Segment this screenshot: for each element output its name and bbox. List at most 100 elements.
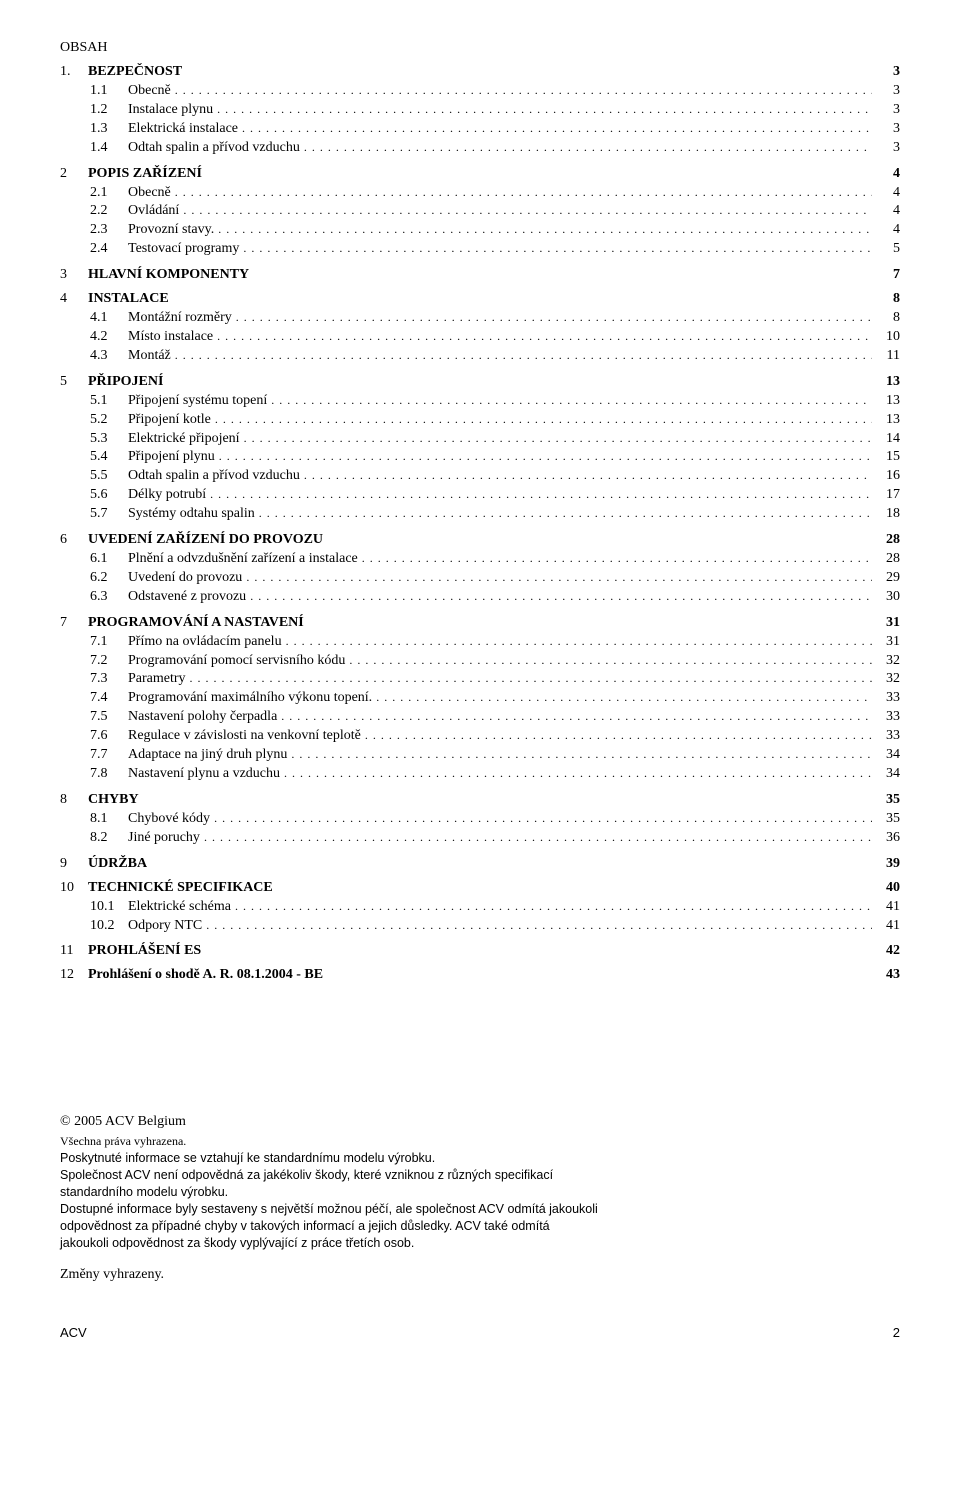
sub-label: Elektrické připojení: [128, 430, 244, 449]
sub-page: 34: [872, 765, 900, 784]
sub-page: 41: [872, 898, 900, 917]
sub-number: 6.1: [60, 550, 128, 569]
leader-dots: . . . . . . . . . . . . . . . . . . . . …: [250, 588, 872, 604]
sub-page: 18: [872, 505, 900, 524]
section-page: 7: [893, 267, 900, 283]
sub-page: 3: [872, 120, 900, 139]
sub-number: 7.3: [60, 670, 128, 689]
sub-label: Přímo na ovládacím panelu: [128, 633, 286, 652]
leader-dots: . . . . . . . . . . . . . . . . . . . . …: [190, 670, 872, 686]
sub-label: Odstavené z provozu: [128, 588, 250, 607]
copyright-body: Poskytnuté informace se vztahují ke stan…: [60, 1150, 600, 1251]
section-page: 40: [886, 880, 900, 896]
section-number: 12: [60, 967, 78, 983]
section-label: BEZPEČNOST: [88, 64, 182, 80]
section-label: HLAVNÍ KOMPONENTY: [88, 267, 249, 283]
section-number: 3: [60, 267, 78, 283]
toc-section-heading: 9ÚDRŽBA39: [60, 856, 900, 872]
leader-dots: . . . . . . . . . . . . . . . . . . . . …: [235, 898, 872, 914]
sub-label: Jiné poruchy: [128, 829, 204, 848]
section-label: PROGRAMOVÁNÍ A NASTAVENÍ: [88, 615, 304, 631]
sub-label: Plnění a odvzdušnění zařízení a instalac…: [128, 550, 362, 569]
sub-label: Chybové kódy: [128, 810, 214, 829]
section-page: 28: [886, 532, 900, 548]
sub-page: 28: [872, 550, 900, 569]
toc-section-heading: 6UVEDENÍ ZAŘÍZENÍ DO PROVOZU28: [60, 532, 900, 548]
sub-number: 4.3: [60, 347, 128, 366]
toc-sub-row: 10.1Elektrické schéma . . . . . . . . . …: [60, 898, 900, 917]
leader-dots: . . . . . . . . . . . . . . . . . . . . …: [244, 430, 872, 446]
sub-number: 1.1: [60, 82, 128, 101]
section-page: 31: [886, 615, 900, 631]
sub-label: Obecně: [128, 184, 175, 203]
sub-page: 30: [872, 588, 900, 607]
sub-number: 5.1: [60, 392, 128, 411]
toc-sub-row: 2.1Obecně . . . . . . . . . . . . . . . …: [60, 184, 900, 203]
sub-label: Systémy odtahu spalin: [128, 505, 259, 524]
copyright-line: Poskytnuté informace se vztahují ke stan…: [60, 1150, 600, 1167]
toc-section-heading: 10TECHNICKÉ SPECIFIKACE40: [60, 880, 900, 896]
sub-page: 5: [872, 240, 900, 259]
leader-dots: . . . . . . . . . . . . . . . . . . . . …: [349, 652, 872, 668]
toc-sub-row: 7.4Programování maximálního výkonu topen…: [60, 689, 900, 708]
sub-number: 7.8: [60, 765, 128, 784]
leader-dots: . . . . . . . . . . . . . . . . . . . . …: [362, 550, 872, 566]
sub-page: 34: [872, 746, 900, 765]
sub-number: 2.4: [60, 240, 128, 259]
sub-label: Adaptace na jiný druh plynu: [128, 746, 291, 765]
section-page: 35: [886, 792, 900, 808]
sub-number: 10.2: [60, 917, 128, 936]
section-number: 1.: [60, 64, 78, 80]
toc-section-heading: 7PROGRAMOVÁNÍ A NASTAVENÍ31: [60, 615, 900, 631]
sub-label: Místo instalace: [128, 328, 217, 347]
section-page: 39: [886, 856, 900, 872]
section-number: 10: [60, 880, 78, 896]
leader-dots: . . . . . . . . . . . . . . . . . . . . …: [304, 139, 872, 155]
leader-dots: . . . . . . . . . . . . . . . . . . . . …: [204, 829, 872, 845]
leader-dots: . . . . . . . . . . . . . . . . . . . . …: [236, 309, 872, 325]
toc-sub-row: 5.3Elektrické připojení . . . . . . . . …: [60, 430, 900, 449]
sub-page: 33: [872, 689, 900, 708]
toc-sub-row: 8.1Chybové kódy . . . . . . . . . . . . …: [60, 810, 900, 829]
sub-label: Elektrické schéma: [128, 898, 235, 917]
sub-number: 5.5: [60, 467, 128, 486]
sub-page: 10: [872, 328, 900, 347]
toc-sub-row: 4.1Montážní rozměry . . . . . . . . . . …: [60, 309, 900, 328]
section-label: POPIS ZAŘÍZENÍ: [88, 166, 202, 182]
leader-dots: . . . . . . . . . . . . . . . . . . . . …: [219, 448, 872, 464]
toc-sub-row: 7.5Nastavení polohy čerpadla . . . . . .…: [60, 708, 900, 727]
toc-section-heading: 12Prohlášení o shodě A. R. 08.1.2004 - B…: [60, 967, 900, 983]
leader-dots: . . . . . . . . . . . . . . . . . . . . …: [175, 82, 872, 98]
toc-sub-row: 5.7Systémy odtahu spalin . . . . . . . .…: [60, 505, 900, 524]
sub-page: 14: [872, 430, 900, 449]
section-number: 6: [60, 532, 78, 548]
toc-sub-row: 2.4Testovací programy . . . . . . . . . …: [60, 240, 900, 259]
sub-number: 7.7: [60, 746, 128, 765]
sub-page: 3: [872, 101, 900, 120]
section-page: 13: [886, 374, 900, 390]
toc-sub-row: 7.3Parametry . . . . . . . . . . . . . .…: [60, 670, 900, 689]
sub-number: 2.3: [60, 221, 128, 240]
sub-page: 13: [872, 411, 900, 430]
toc-sub-row: 1.1Obecně . . . . . . . . . . . . . . . …: [60, 82, 900, 101]
toc-sub-row: 5.2Připojení kotle . . . . . . . . . . .…: [60, 411, 900, 430]
sub-number: 5.6: [60, 486, 128, 505]
sub-number: 1.2: [60, 101, 128, 120]
section-number: 11: [60, 943, 78, 959]
toc-sub-row: 6.2Uvedení do provozu . . . . . . . . . …: [60, 569, 900, 588]
sub-label: Montáž: [128, 347, 175, 366]
toc-section-heading: 5PŘIPOJENÍ13: [60, 374, 900, 390]
toc-sub-row: 5.1Připojení systému topení . . . . . . …: [60, 392, 900, 411]
section-page: 43: [886, 967, 900, 983]
sub-number: 1.4: [60, 139, 128, 158]
leader-dots: . . . . . . . . . . . . . . . . . . . . …: [175, 347, 872, 363]
leader-dots: . . . . . . . . . . . . . . . . . . . . …: [284, 765, 872, 781]
sub-number: 7.4: [60, 689, 128, 708]
sub-page: 13: [872, 392, 900, 411]
section-page: 4: [893, 166, 900, 182]
section-label: CHYBY: [88, 792, 139, 808]
sub-label: Délky potrubí: [128, 486, 210, 505]
sub-label: Uvedení do provozu: [128, 569, 246, 588]
sub-number: 7.2: [60, 652, 128, 671]
leader-dots: . . . . . . . . . . . . . . . . . . . . …: [242, 120, 872, 136]
